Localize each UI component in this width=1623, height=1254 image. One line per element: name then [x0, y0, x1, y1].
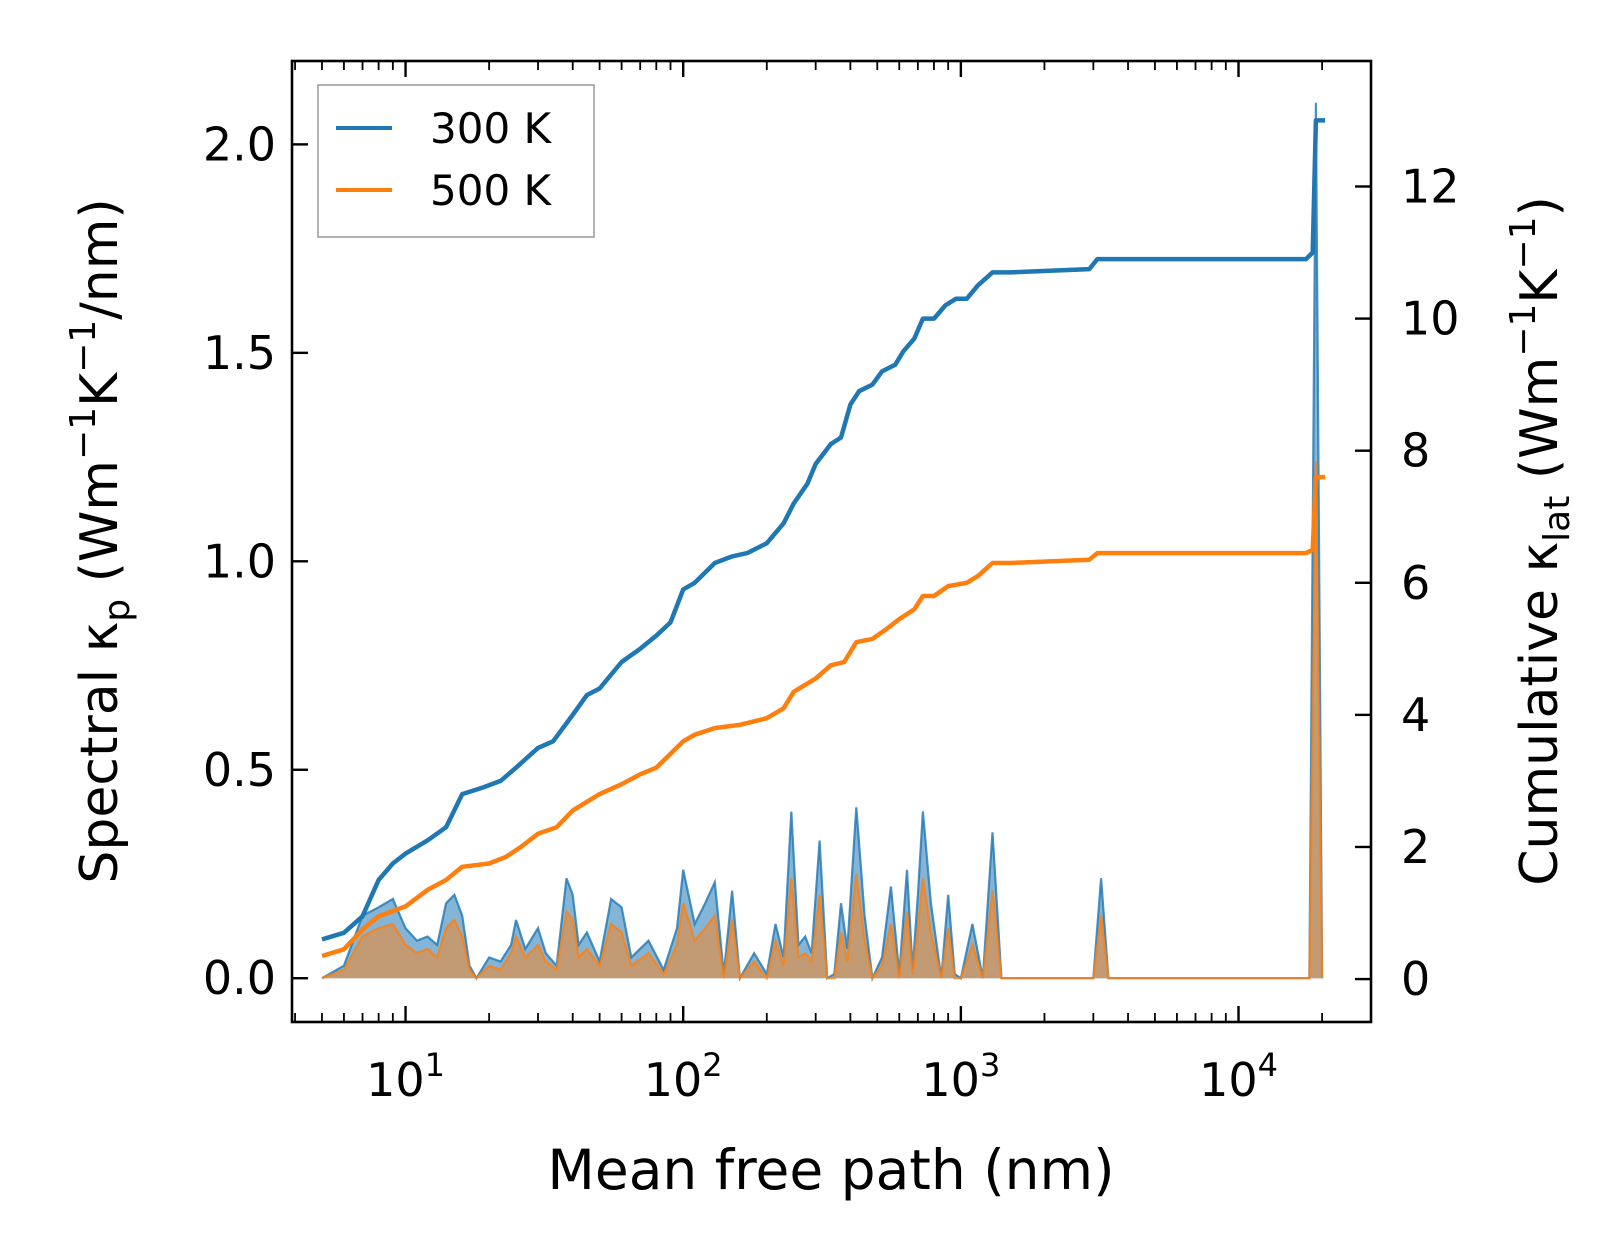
y-right-tick-label: 8 [1401, 424, 1430, 478]
y-right-tick-label: 12 [1401, 159, 1460, 213]
x-axis-label: Mean free path (nm) [547, 1138, 1114, 1202]
cumulative-line-1 [321, 474, 1326, 959]
legend-label-300k: 300 K [430, 104, 553, 153]
x-tick-base: 10 [644, 1053, 703, 1107]
x-tick-exponent: 4 [1258, 1046, 1278, 1084]
y-right-tick-label: 4 [1401, 688, 1430, 742]
x-tick-label: 104 [1199, 1046, 1278, 1107]
y-left-tick-label: 0.0 [203, 951, 276, 1005]
plot-frame [290, 59, 1373, 1024]
cumulative-line-0 [321, 118, 1326, 942]
x-tick-label: 103 [921, 1046, 1000, 1107]
y-right-tick-label: 2 [1401, 820, 1430, 874]
x-tick-exponent: 3 [980, 1046, 1000, 1084]
cumulative-line-layer [321, 118, 1326, 959]
y-left-tick-label: 2.0 [203, 117, 276, 171]
legend: 300 K 500 K [317, 84, 595, 238]
x-tick-base: 10 [366, 1053, 425, 1107]
y-left-tick-label: 1.0 [203, 534, 276, 588]
x-tick-exponent: 2 [702, 1046, 722, 1084]
y-axis-label-right: Cumulative κlat (Wm−1K−1) [1503, 196, 1578, 886]
y-axis-label-left: Spectral κp (Wm−1K−1/nm) [63, 198, 138, 883]
x-tick-label: 101 [366, 1046, 445, 1107]
x-tick-label: 102 [644, 1046, 723, 1107]
legend-label-500k: 500 K [430, 166, 553, 215]
spectral-fill-layer [321, 102, 1324, 983]
y-right-tick-label: 6 [1401, 556, 1430, 610]
x-tick-base: 10 [1199, 1053, 1258, 1107]
spectral-line-1 [321, 461, 1324, 981]
y-right-tick-label: 10 [1401, 292, 1460, 346]
y-right-tick-label: 0 [1401, 952, 1430, 1006]
legend-box [317, 84, 595, 238]
x-tick-exponent: 1 [425, 1046, 445, 1084]
x-tick-base: 10 [921, 1053, 980, 1107]
y-left-tick-label: 1.5 [203, 326, 276, 380]
y-left-tick-label: 0.5 [203, 743, 276, 797]
